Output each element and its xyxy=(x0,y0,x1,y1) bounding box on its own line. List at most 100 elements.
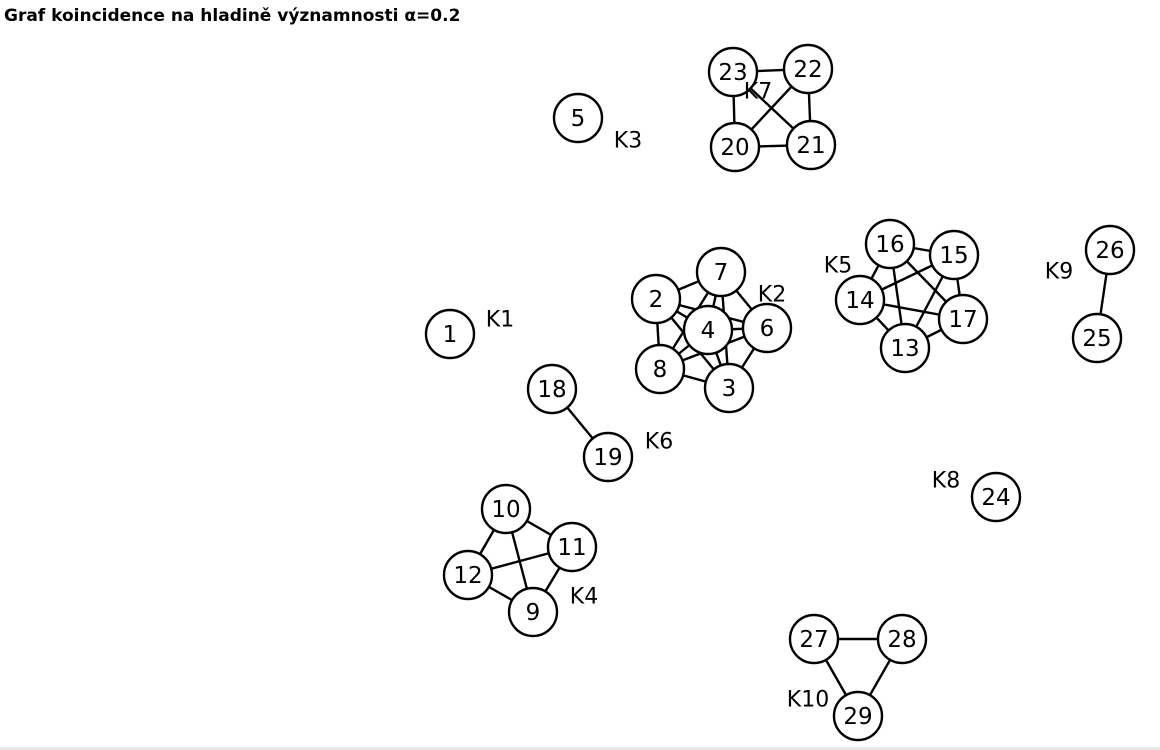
node-label-17: 17 xyxy=(948,307,977,333)
node-circle-19 xyxy=(582,431,634,483)
node-18: 18 xyxy=(526,363,578,415)
node-label-14: 14 xyxy=(845,288,874,314)
node-circle-26 xyxy=(1084,224,1136,276)
node-8: 8 xyxy=(634,343,686,395)
node-27: 27 xyxy=(788,613,840,665)
node-circle-16 xyxy=(864,218,916,270)
node-22: 22 xyxy=(782,43,834,95)
cluster-label-k3: K3 xyxy=(614,129,642,154)
node-circle-9 xyxy=(507,586,559,638)
node-circle-22 xyxy=(782,43,834,95)
node-label-29: 29 xyxy=(843,704,872,730)
node-3: 3 xyxy=(703,362,755,414)
cluster-label-k2: K2 xyxy=(758,283,786,308)
cluster-label-k4: K4 xyxy=(570,585,598,610)
node-20: 20 xyxy=(709,121,761,173)
node-label-13: 13 xyxy=(890,336,919,362)
node-circle-15 xyxy=(928,229,980,281)
node-7: 7 xyxy=(695,246,747,298)
node-label-1: 1 xyxy=(443,322,458,348)
node-circle-24 xyxy=(970,471,1022,523)
node-16: 16 xyxy=(864,218,916,270)
node-5: 5 xyxy=(552,92,604,144)
node-label-18: 18 xyxy=(537,377,566,403)
node-12: 12 xyxy=(442,549,494,601)
node-26: 26 xyxy=(1084,224,1136,276)
node-23: 23 xyxy=(707,46,759,98)
node-circle-8 xyxy=(634,343,686,395)
node-circle-14 xyxy=(834,274,886,326)
node-24: 24 xyxy=(970,471,1022,523)
cluster-label-k9: K9 xyxy=(1045,260,1073,285)
node-label-27: 27 xyxy=(799,627,828,653)
node-29: 29 xyxy=(832,690,884,742)
node-label-25: 25 xyxy=(1082,326,1111,352)
node-label-5: 5 xyxy=(571,106,586,132)
node-circle-27 xyxy=(788,613,840,665)
node-label-26: 26 xyxy=(1095,238,1124,264)
cluster-label-k8: K8 xyxy=(932,469,960,494)
node-21: 21 xyxy=(785,119,837,171)
bottom-divider xyxy=(0,747,1160,750)
node-13: 13 xyxy=(879,322,931,374)
node-label-16: 16 xyxy=(875,232,904,258)
node-circle-25 xyxy=(1071,312,1123,364)
node-label-22: 22 xyxy=(793,57,822,83)
node-label-15: 15 xyxy=(939,243,968,269)
node-circle-7 xyxy=(695,246,747,298)
node-circle-21 xyxy=(785,119,837,171)
node-1: 1 xyxy=(424,308,476,360)
node-label-19: 19 xyxy=(593,445,622,471)
node-circle-13 xyxy=(879,322,931,374)
node-19: 19 xyxy=(582,431,634,483)
node-circle-4 xyxy=(682,304,734,356)
cluster-label-k1: K1 xyxy=(486,308,514,333)
node-label-11: 11 xyxy=(557,535,586,561)
node-circle-6 xyxy=(741,302,793,354)
node-10: 10 xyxy=(480,483,532,535)
node-4: 4 xyxy=(682,304,734,356)
node-circle-18 xyxy=(526,363,578,415)
node-circle-3 xyxy=(703,362,755,414)
node-label-7: 7 xyxy=(714,260,729,286)
node-15: 15 xyxy=(928,229,980,281)
node-label-23: 23 xyxy=(718,60,747,86)
diagram-title: Graf koincidence na hladině významnosti … xyxy=(4,6,461,26)
node-circle-10 xyxy=(480,483,532,535)
cluster-label-k6: K6 xyxy=(645,430,673,455)
node-label-28: 28 xyxy=(887,627,916,653)
node-6: 6 xyxy=(741,302,793,354)
cluster-labels-layer: K1 K2 K3 K4 K5 K6 K7 K8 K9 K10 xyxy=(486,80,1073,713)
node-11: 11 xyxy=(546,521,598,573)
cluster-label-k10: K10 xyxy=(787,688,829,713)
node-17: 17 xyxy=(937,293,989,345)
node-circle-28 xyxy=(876,613,928,665)
node-circle-12 xyxy=(442,549,494,601)
node-circle-5 xyxy=(552,92,604,144)
node-label-8: 8 xyxy=(653,357,668,383)
node-circle-2 xyxy=(630,273,682,325)
node-9: 9 xyxy=(507,586,559,638)
node-label-4: 4 xyxy=(701,318,716,344)
node-circle-29 xyxy=(832,690,884,742)
node-label-20: 20 xyxy=(720,135,749,161)
node-25: 25 xyxy=(1071,312,1123,364)
node-label-10: 10 xyxy=(491,497,520,523)
node-label-9: 9 xyxy=(526,600,541,626)
node-2: 2 xyxy=(630,273,682,325)
node-14: 14 xyxy=(834,274,886,326)
node-label-24: 24 xyxy=(981,485,1010,511)
node-28: 28 xyxy=(876,613,928,665)
node-circle-20 xyxy=(709,121,761,173)
node-label-12: 12 xyxy=(453,563,482,589)
node-label-2: 2 xyxy=(649,287,664,313)
node-circle-17 xyxy=(937,293,989,345)
node-label-3: 3 xyxy=(722,376,737,402)
node-circle-23 xyxy=(707,46,759,98)
cluster-label-k7: K7 xyxy=(744,80,772,105)
node-circle-11 xyxy=(546,521,598,573)
node-label-21: 21 xyxy=(796,133,825,159)
node-label-6: 6 xyxy=(760,316,775,342)
